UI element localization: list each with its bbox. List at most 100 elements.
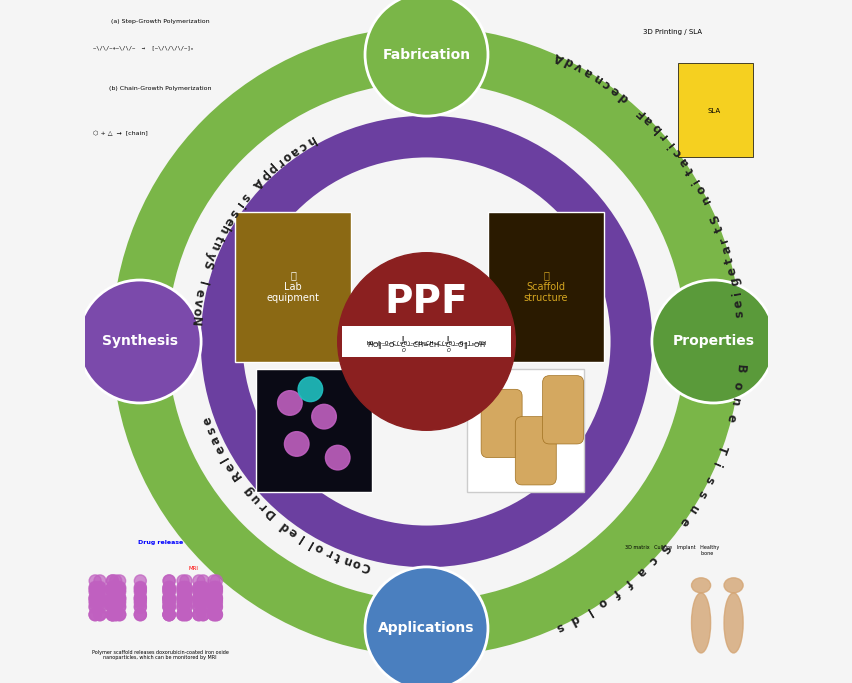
Circle shape — [78, 280, 201, 403]
FancyBboxPatch shape — [481, 389, 521, 458]
Text: a: a — [208, 433, 223, 446]
Text: e: e — [730, 298, 745, 308]
Text: a: a — [581, 65, 595, 80]
Text: a: a — [286, 143, 301, 158]
Text: n: n — [341, 552, 353, 568]
FancyBboxPatch shape — [342, 326, 510, 357]
Text: a: a — [641, 112, 655, 127]
Circle shape — [325, 445, 349, 470]
FancyBboxPatch shape — [515, 417, 556, 485]
Text: T: T — [713, 443, 728, 455]
Text: n: n — [590, 70, 604, 86]
Text: D: D — [262, 505, 277, 521]
Text: e: e — [192, 288, 206, 298]
Text: S: S — [199, 258, 215, 270]
Text: f: f — [609, 585, 621, 599]
Text: o: o — [730, 380, 744, 390]
Text: i: i — [729, 290, 743, 295]
Text: d: d — [278, 518, 292, 533]
Text: s: s — [237, 191, 251, 204]
Text: i: i — [664, 138, 676, 150]
Text: i: i — [708, 460, 722, 469]
Text: N: N — [188, 316, 202, 326]
FancyBboxPatch shape — [542, 376, 583, 444]
Text: o: o — [313, 540, 325, 555]
Text: HO$\|$—O—$\underset{O}{\overset{\|}{C}}$—CH=CH—$\underset{O}{\overset{\|}{C}}$—O: HO$\|$—O—$\underset{O}{\overset{\|}{C}}$… — [366, 335, 486, 357]
Text: Fabrication: Fabrication — [382, 48, 470, 61]
Text: F: F — [633, 104, 648, 120]
Text: v: v — [190, 297, 204, 307]
Text: o: o — [350, 555, 362, 570]
Text: o: o — [595, 594, 608, 610]
Text: e: e — [723, 412, 738, 423]
Text: t: t — [332, 549, 343, 563]
Text: e: e — [200, 415, 216, 427]
Text: e: e — [220, 214, 235, 227]
Text: HO—[—O—C(=O)—CH=CH—C(=O)—O—]ₙ—OH: HO—[—O—C(=O)—CH=CH—C(=O)—O—]ₙ—OH — [366, 341, 486, 346]
Text: l: l — [305, 536, 315, 549]
Text: A: A — [552, 49, 566, 65]
Text: e: e — [724, 266, 739, 276]
Text: t: t — [211, 232, 226, 243]
FancyBboxPatch shape — [467, 369, 583, 492]
Text: B: B — [732, 364, 746, 374]
Text: l: l — [195, 279, 208, 287]
Text: t: t — [712, 224, 726, 234]
FancyBboxPatch shape — [487, 212, 603, 362]
Text: v: v — [572, 59, 584, 74]
Text: c: c — [670, 145, 684, 159]
Text: c: c — [296, 138, 308, 153]
Circle shape — [337, 253, 515, 430]
Text: i: i — [232, 199, 245, 210]
Text: C: C — [360, 559, 371, 573]
Text: r: r — [716, 234, 730, 244]
Text: l: l — [583, 604, 593, 617]
Text: A: A — [250, 175, 265, 190]
Text: d: d — [561, 54, 575, 69]
Circle shape — [311, 404, 336, 429]
Text: 🔬
Lab
equipment: 🔬 Lab equipment — [267, 270, 320, 303]
Text: p: p — [256, 168, 272, 183]
Text: s: s — [226, 206, 240, 219]
Text: d: d — [616, 89, 630, 105]
Text: n: n — [698, 192, 713, 206]
Circle shape — [284, 432, 308, 456]
Text: y: y — [203, 249, 218, 262]
Text: l: l — [218, 453, 232, 462]
Text: Synthesis: Synthesis — [101, 335, 177, 348]
Text: s: s — [204, 425, 219, 436]
Text: s: s — [693, 488, 708, 500]
Text: u: u — [247, 491, 262, 506]
Text: a: a — [633, 563, 648, 579]
Circle shape — [651, 280, 774, 403]
Text: e: e — [286, 524, 300, 540]
Circle shape — [365, 567, 487, 683]
Text: a: a — [676, 154, 691, 168]
Text: Applications: Applications — [377, 622, 475, 635]
Text: 🏗
Scaffold
structure: 🏗 Scaffold structure — [523, 270, 567, 303]
Text: Properties: Properties — [671, 335, 753, 348]
Text: r: r — [656, 129, 670, 142]
Text: a: a — [719, 244, 734, 255]
Text: s: s — [700, 473, 716, 485]
Text: e: e — [676, 515, 691, 529]
Text: f: f — [621, 576, 634, 589]
Text: o: o — [693, 182, 708, 196]
Text: S: S — [655, 540, 671, 555]
Text: r: r — [323, 545, 333, 559]
Text: e: e — [222, 460, 238, 473]
Text: r: r — [256, 499, 268, 512]
Circle shape — [277, 391, 302, 415]
Text: g: g — [727, 276, 741, 287]
Text: R: R — [228, 467, 244, 482]
FancyBboxPatch shape — [256, 369, 371, 492]
Text: n: n — [727, 396, 741, 407]
Text: e: e — [607, 83, 622, 98]
Text: c: c — [600, 76, 613, 92]
Text: l: l — [296, 531, 307, 544]
Text: u: u — [684, 501, 699, 515]
Text: d: d — [567, 611, 580, 626]
Circle shape — [297, 377, 322, 402]
Text: i: i — [688, 175, 701, 184]
Text: h: h — [303, 133, 317, 148]
